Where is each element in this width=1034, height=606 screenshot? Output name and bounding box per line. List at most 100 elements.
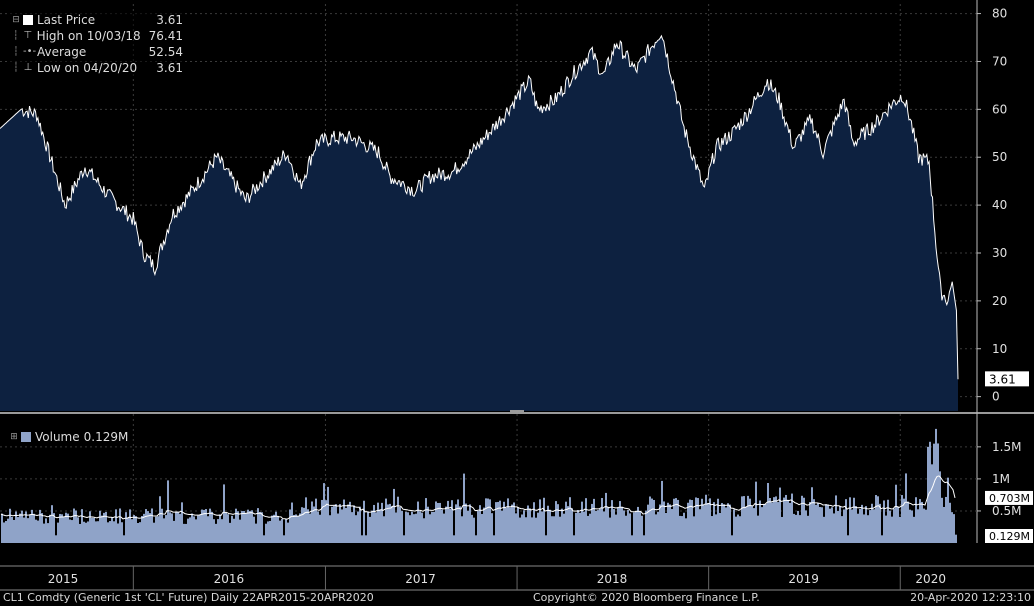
volume-bar (43, 523, 45, 543)
volume-bar (35, 519, 37, 543)
volume-bar (901, 495, 903, 543)
tree-branch-icon: ┆ (13, 47, 19, 57)
legend-high-value: 76.41 (148, 29, 183, 43)
volume-bar (269, 520, 271, 543)
legend-high: ┆ ⊤ High on 10/03/18 76.41 (11, 28, 183, 44)
volume-bar (553, 516, 555, 543)
legend-low-value: 3.61 (156, 61, 183, 75)
volume-bar (447, 500, 449, 543)
volume-bar (513, 502, 515, 543)
volume-bar (839, 506, 841, 543)
volume-bar (615, 514, 617, 543)
volume-axis-label: 0.5M (992, 504, 1021, 518)
volume-bar (115, 509, 117, 543)
volume-bar (77, 517, 79, 543)
volume-bar (595, 510, 597, 543)
collapse-icon[interactable]: ⊟ (12, 15, 20, 25)
volume-bar (125, 512, 127, 543)
volume-bar (283, 535, 285, 543)
volume-bar (145, 509, 147, 543)
volume-bar (117, 523, 119, 543)
volume-bar (663, 501, 665, 543)
volume-bar (281, 519, 283, 543)
volume-bar (853, 497, 855, 543)
volume-bar (471, 514, 473, 543)
volume-bar (463, 473, 465, 543)
volume-bar (9, 508, 11, 543)
volume-bar (703, 505, 705, 543)
volume-bar (551, 516, 553, 543)
volume-bar (665, 512, 667, 543)
volume-bar (127, 517, 129, 543)
volume-bar (151, 508, 153, 543)
volume-bar (573, 535, 575, 543)
volume-bar (661, 480, 663, 543)
volume-bar (831, 507, 833, 543)
volume-bar (695, 497, 697, 543)
volume-bar (237, 511, 239, 543)
legend-volume-value: 0.129M (83, 430, 129, 444)
volume-bar (745, 506, 747, 543)
volume-bar (759, 500, 761, 543)
volume-bar (949, 502, 951, 543)
volume-bar (539, 499, 541, 543)
volume-bar (873, 509, 875, 543)
volume-bar (507, 498, 509, 543)
volume-bar (893, 508, 895, 543)
price-axis-label: 50 (992, 150, 1007, 164)
volume-bar (563, 513, 565, 543)
legend-last-price[interactable]: ⊟ Last Price 3.61 (11, 12, 183, 28)
volume-bar (523, 510, 525, 543)
volume-bar (783, 497, 785, 543)
volume-bar (81, 509, 83, 543)
volume-bar (141, 515, 143, 543)
volume-bar (159, 496, 161, 543)
expand-icon[interactable]: ⊞ (10, 432, 18, 442)
volume-bar (181, 502, 183, 543)
volume-bar (185, 523, 187, 543)
volume-bar (575, 512, 577, 543)
volume-bar (817, 503, 819, 543)
volume-bar (331, 506, 333, 543)
volume-bar (521, 514, 523, 543)
volume-bar (835, 495, 837, 543)
volume-bar (437, 502, 439, 543)
volume-bar (503, 501, 505, 543)
volume-bar (235, 508, 237, 543)
volume-bar (277, 515, 279, 543)
volume-bar (587, 515, 589, 543)
volume-bar (899, 516, 901, 543)
volume-bar (25, 511, 27, 543)
volume-bar (291, 502, 293, 543)
volume-bar (105, 511, 107, 543)
volume-bar (827, 504, 829, 543)
volume-bar (757, 515, 759, 543)
legend-volume[interactable]: ⊞ Volume 0.129M (9, 429, 128, 445)
volume-bar (303, 507, 305, 543)
volume-bar (91, 517, 93, 543)
volume-bar (589, 513, 591, 543)
volume-bar (885, 515, 887, 543)
volume-bar (363, 500, 365, 543)
volume-bar (775, 496, 777, 543)
volume-bar (531, 517, 533, 543)
volume-bar (203, 509, 205, 543)
volume-bar (947, 477, 949, 543)
volume-bar (179, 513, 181, 543)
volume-bar (275, 511, 277, 543)
volume-bar (915, 497, 917, 543)
volume-bar (197, 515, 199, 543)
volume-bar (329, 515, 331, 543)
volume-bar (655, 514, 657, 543)
volume-bar (207, 516, 209, 543)
volume-bar (891, 516, 893, 543)
volume-bar (401, 510, 403, 543)
volume-bar (529, 508, 531, 543)
volume-bar (487, 498, 489, 543)
x-axis-label: 2019 (788, 572, 819, 586)
volume-bar (449, 508, 451, 543)
volume-bar (307, 509, 309, 543)
volume-bar (673, 498, 675, 543)
volume-bar (951, 512, 953, 543)
